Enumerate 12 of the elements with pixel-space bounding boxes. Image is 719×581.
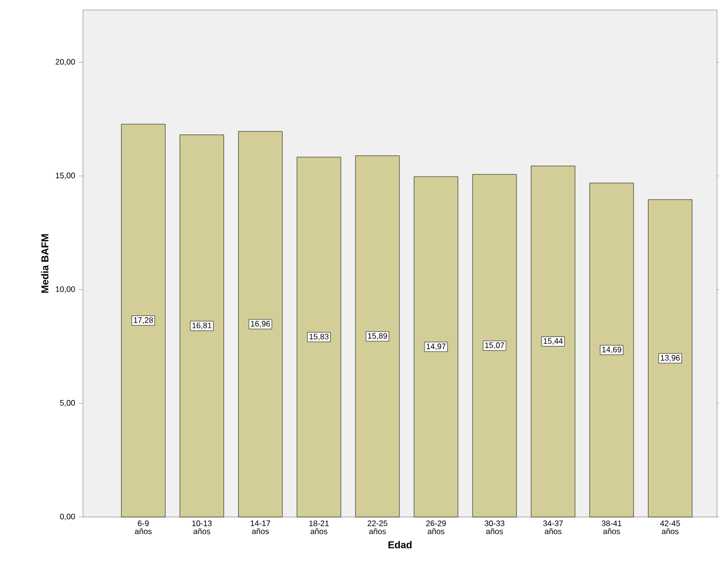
bar xyxy=(296,156,342,518)
bar xyxy=(180,134,224,518)
bar xyxy=(530,166,576,518)
bar xyxy=(589,182,634,518)
bar xyxy=(121,124,166,518)
x-axis-title: Edad xyxy=(388,540,412,548)
bar xyxy=(355,156,400,518)
bar xyxy=(648,199,692,518)
bar xyxy=(414,176,458,518)
y-axis-title: Media BAFM xyxy=(41,234,48,293)
bar xyxy=(238,131,283,518)
bar xyxy=(472,174,517,518)
